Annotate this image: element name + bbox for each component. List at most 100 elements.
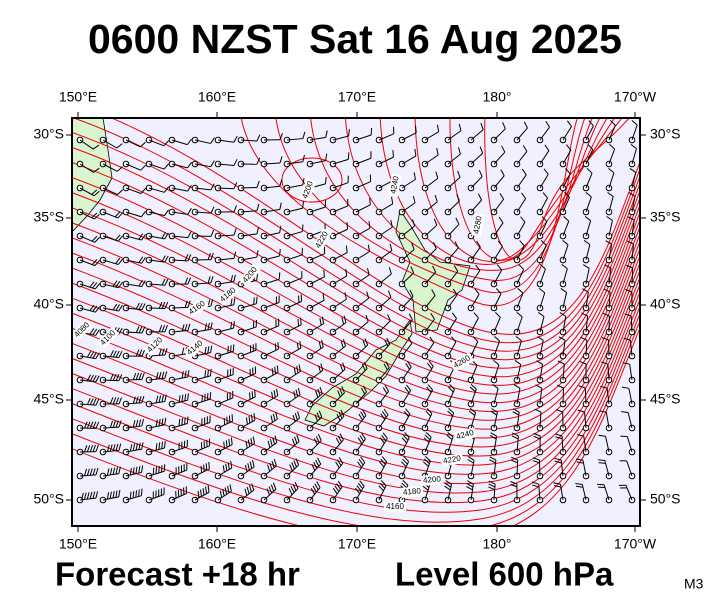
- barb-staff: [493, 128, 506, 141]
- barb-tick: [582, 264, 590, 269]
- barb-tick: [413, 172, 416, 180]
- barb-staff: [447, 153, 461, 165]
- wind-barb: [214, 228, 237, 240]
- wind-barb: [168, 323, 191, 336]
- wind-barb: [605, 240, 613, 264]
- barb-staff: [125, 187, 142, 194]
- wind-barb: [398, 360, 412, 384]
- contour-label-box: [440, 453, 464, 467]
- barb-tick: [249, 392, 251, 400]
- wind-barb: [582, 288, 590, 312]
- wind-barb: [444, 217, 460, 240]
- wind-barb: [191, 368, 212, 384]
- barb-tick: [621, 411, 629, 413]
- barb-staff: [355, 227, 371, 237]
- wind-barb: [398, 219, 416, 240]
- barb-tick: [588, 120, 594, 127]
- barb-tick: [501, 145, 506, 153]
- barb-staff: [217, 163, 234, 166]
- wind-barb: [375, 243, 393, 264]
- lon-label-top: 170°W: [614, 89, 657, 105]
- barb-staff: [401, 132, 417, 141]
- barb-staff: [631, 124, 638, 141]
- barb-staff: [309, 206, 326, 213]
- barb-tick: [447, 410, 454, 417]
- barb-tick: [89, 304, 95, 311]
- map-layer: 4200 424042804220420041804160414041204100…: [72, 118, 640, 526]
- barb-staff: [424, 201, 438, 213]
- barb-staff: [332, 182, 349, 189]
- wind-barb: [352, 456, 366, 480]
- wind-barb: [536, 240, 547, 264]
- barb-staff: [401, 155, 417, 165]
- barb-tick: [583, 240, 591, 245]
- barb-tick: [204, 323, 208, 331]
- wind-barb: [168, 393, 190, 408]
- barb-staff: [125, 163, 141, 171]
- barb-staff: [424, 154, 439, 165]
- barb-staff: [424, 131, 439, 141]
- wind-barb: [490, 145, 506, 168]
- barb-tick: [336, 459, 342, 466]
- contour-line: [72, 162, 640, 369]
- wind-barb: [398, 149, 417, 168]
- barb-staff: [125, 211, 142, 218]
- barb-tick: [140, 164, 146, 171]
- wind-barb: [329, 129, 350, 144]
- wind-barb: [191, 136, 215, 144]
- barb-tick: [477, 193, 483, 201]
- barb-tick: [340, 340, 344, 348]
- barb-tick: [256, 203, 260, 211]
- barb-tick: [317, 388, 321, 396]
- barb-staff: [378, 250, 393, 261]
- barb-tick: [222, 465, 225, 473]
- barb-tick: [117, 189, 123, 195]
- wind-barb: [467, 383, 477, 408]
- barb-tick: [494, 335, 500, 342]
- lon-label-bottom: 180°: [483, 536, 512, 552]
- barb-tick: [363, 361, 368, 369]
- wind-barb: [260, 365, 279, 384]
- barb-staff: [125, 139, 141, 148]
- barb-staff: [516, 388, 521, 405]
- wind-barb: [306, 223, 326, 240]
- barb-staff: [447, 341, 457, 357]
- barb-staff: [516, 269, 525, 285]
- wind-barb: [329, 315, 347, 336]
- barb-tick: [599, 410, 607, 413]
- barb-tick: [279, 179, 283, 187]
- barb-tick: [225, 463, 228, 471]
- barb-tick: [456, 194, 460, 202]
- barb-tick: [341, 317, 345, 325]
- barb-tick: [91, 189, 98, 195]
- wind-barb: [260, 248, 281, 264]
- barb-staff: [606, 388, 610, 405]
- barb-staff: [493, 364, 500, 381]
- barb-tick: [454, 241, 459, 249]
- barb-tick: [92, 351, 97, 359]
- barb-tick: [429, 336, 435, 343]
- barb-staff: [424, 271, 437, 285]
- wind-barb: [444, 265, 459, 288]
- barb-tick: [480, 122, 484, 130]
- wind-barb: [283, 201, 305, 216]
- wind-barb: [375, 385, 390, 408]
- barb-tick: [436, 148, 439, 156]
- barb-tick: [181, 394, 184, 402]
- contour-line: [72, 118, 640, 344]
- barb-staff: [585, 339, 588, 357]
- wind-barb: [329, 245, 348, 264]
- barb-tick: [233, 158, 238, 166]
- barb-staff: [447, 200, 460, 213]
- barb-tick: [518, 264, 524, 270]
- barb-tick: [342, 362, 346, 370]
- barb-tick: [555, 433, 563, 437]
- barb-tick: [93, 167, 100, 173]
- wind-barb: [605, 143, 616, 168]
- barb-tick: [401, 437, 408, 444]
- barb-tick: [164, 348, 168, 356]
- lon-label-top: 180°: [483, 89, 512, 105]
- barb-tick: [256, 273, 259, 281]
- wind-barb: [421, 265, 437, 288]
- barb-staff: [562, 197, 570, 213]
